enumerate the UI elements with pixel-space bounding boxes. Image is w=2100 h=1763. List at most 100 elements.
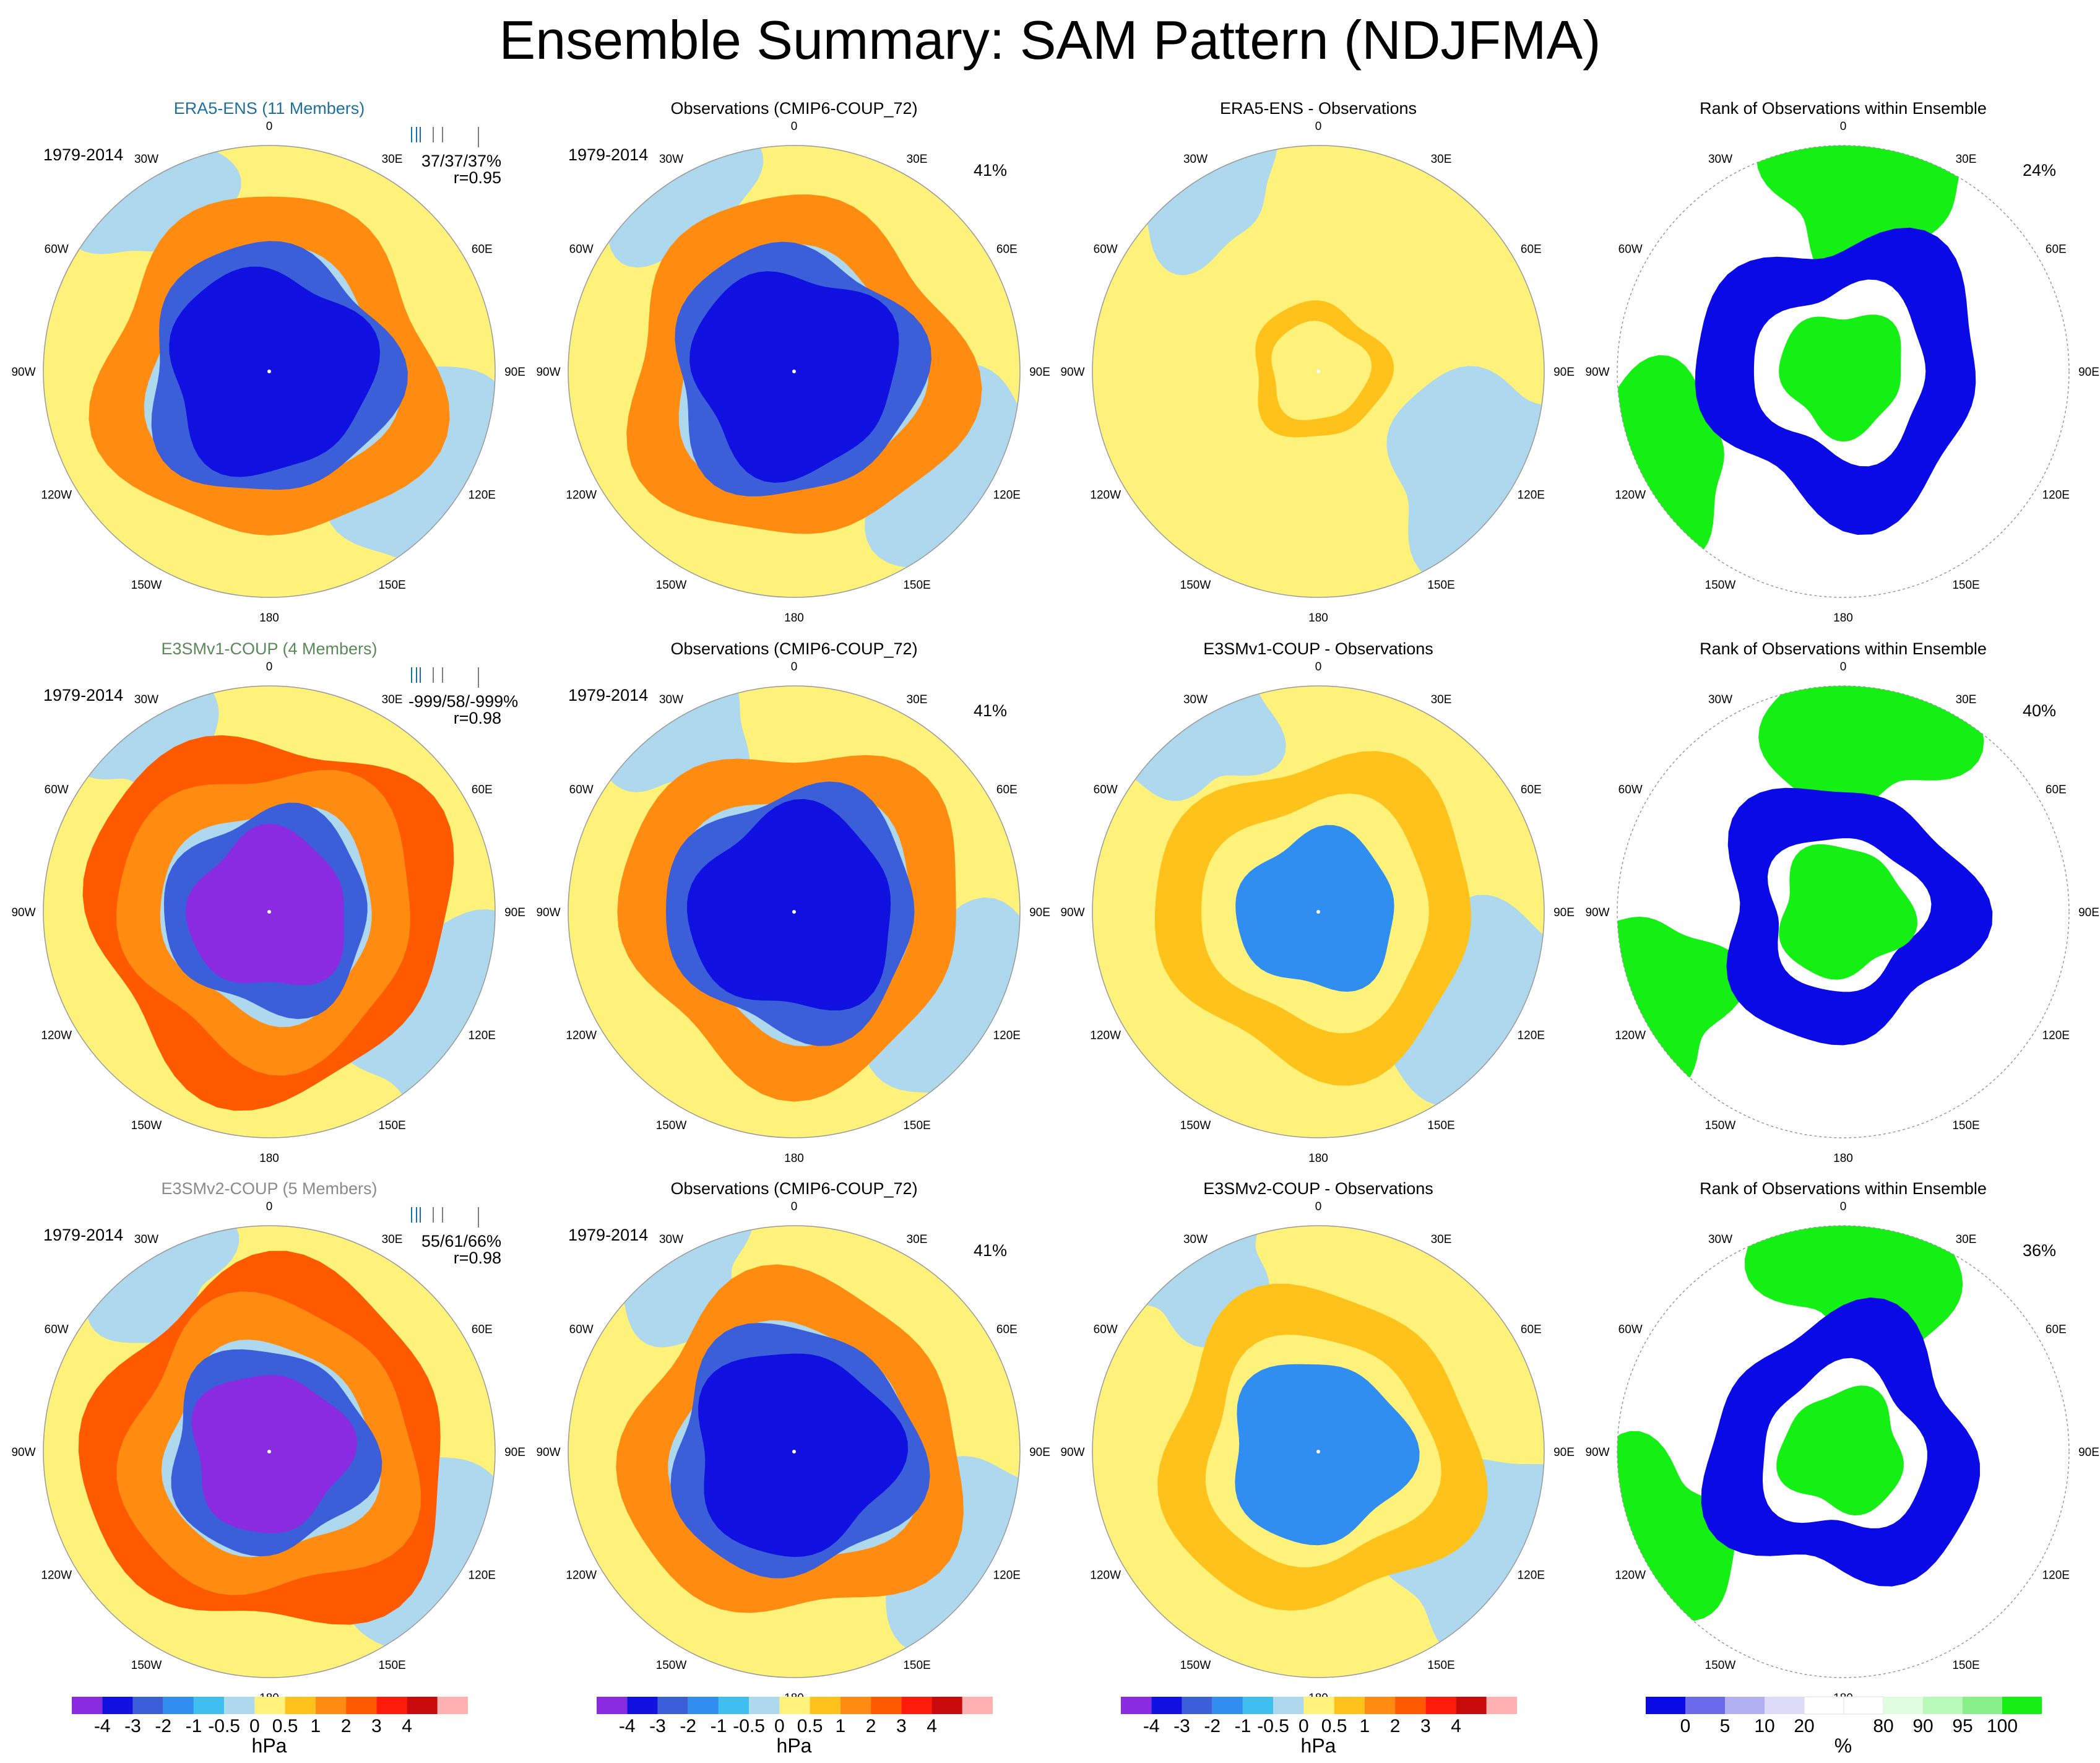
colorbar-tick-label: 1 [1359, 1716, 1370, 1736]
colorbar-swatch [193, 1697, 225, 1714]
longitude-label: 60W [1094, 1323, 1118, 1336]
colorbar-swatch [1182, 1697, 1212, 1714]
longitude-label: 90E [1553, 1446, 1575, 1459]
longitude-label: 150E [1952, 1119, 1979, 1132]
colorbar-swatch [376, 1697, 407, 1714]
pole-marker [792, 1450, 796, 1453]
longitude-label: 30E [1431, 1233, 1452, 1246]
longitude-label: 30E [907, 1233, 928, 1246]
percentage-label: 41% [974, 701, 1008, 720]
rank-field [1617, 686, 2069, 1138]
colorbar-swatch [285, 1697, 316, 1714]
longitude-label: 150W [131, 1119, 162, 1132]
correlation-label: r=0.95 [453, 168, 501, 187]
longitude-label: 30W [659, 693, 683, 706]
colorbar-tick-label: 0.5 [1321, 1716, 1347, 1736]
longitude-label: 0 [266, 1200, 273, 1213]
colorbar-swatch [688, 1697, 719, 1714]
rank-high-region [1745, 1226, 1963, 1361]
polar-map: 0 30E 60E 90E 120E 150E 180 150W 120W 90W 60W 30W [1585, 120, 2099, 625]
colorbar-tick-label: 80 [1873, 1716, 1894, 1736]
colorbar-tick-label: -0.5 [1257, 1716, 1289, 1736]
pole-marker [1316, 1450, 1320, 1453]
longitude-label: 180 [784, 612, 804, 625]
rank-colorbar [1646, 1696, 2042, 1715]
longitude-label: 150W [1705, 1659, 1736, 1672]
longitude-label: 60E [2046, 1323, 2067, 1336]
period-label: 1979-2014 [568, 145, 649, 164]
longitude-label: 90E [1029, 906, 1050, 919]
colorbar-swatch [1883, 1697, 1923, 1714]
colorbar-unit: hPa [776, 1735, 812, 1757]
panel-title: Observations (CMIP6-COUP_72) [670, 99, 918, 118]
longitude-label: 150W [656, 579, 687, 592]
longitude-label: 120W [41, 489, 72, 502]
longitude-label: 90W [1060, 366, 1084, 379]
longitude-label: 120E [993, 1029, 1021, 1042]
longitude-label: 150E [1427, 579, 1454, 592]
map-boundary [43, 685, 496, 1138]
panel-title: Rank of Observations within Ensemble [1700, 99, 1987, 118]
longitude-label: 0 [791, 661, 798, 674]
longitude-label: 90W [536, 366, 560, 379]
period-label: 1979-2014 [568, 686, 649, 704]
colorbar-swatch [1804, 1696, 1844, 1715]
colorbar-swatch [1151, 1697, 1182, 1714]
longitude-label: 90E [504, 366, 525, 379]
colorbar-tick-label: -3 [124, 1716, 141, 1736]
longitude-label: 120W [566, 1569, 597, 1582]
colorbar-swatch [1685, 1697, 1725, 1714]
longitude-label: 30W [1708, 693, 1732, 706]
longitude-label: 120W [1615, 489, 1646, 502]
panel-model: 0 30E 60E 90E 120E 150E 180 150W 120W 90W 60W 30W [3, 639, 535, 1172]
colorbar-swatch [749, 1697, 780, 1714]
colorbar-tick-label: -0.5 [208, 1716, 240, 1736]
longitude-label: 180 [1308, 1152, 1328, 1165]
colorbar-tick-label: -2 [1204, 1716, 1221, 1736]
longitude-label: 60E [2046, 784, 2067, 797]
longitude-label: 150E [903, 1659, 930, 1672]
period-label: 1979-2014 [43, 145, 124, 164]
longitude-label: 60E [996, 784, 1018, 797]
colorbar-tick-label: -1 [1234, 1716, 1251, 1736]
longitude-label: 30E [382, 693, 403, 706]
longitude-label: 30E [1956, 1233, 1977, 1246]
longitude-label: 150E [1952, 579, 1979, 592]
longitude-label: 30W [134, 1233, 158, 1246]
rank-high-region [1617, 1431, 1735, 1632]
longitude-label: 90E [1029, 1446, 1050, 1459]
longitude-label: 60E [1521, 784, 1542, 797]
colorbar-swatch [1425, 1697, 1456, 1714]
longitude-label: 30E [1956, 153, 1977, 166]
colorbar-swatch [657, 1697, 688, 1714]
colorbar-swatch [962, 1697, 993, 1714]
map-boundary [1092, 1225, 1545, 1678]
longitude-label: 180 [784, 1152, 804, 1165]
colorbar-unit: % [1834, 1735, 1852, 1757]
colorbar-swatch [1212, 1697, 1243, 1714]
longitude-label: 30W [1708, 1233, 1732, 1246]
colorbar-tick-label: 1 [310, 1716, 321, 1736]
polar-map: 0 30E 60E 90E 120E 150E 180 150W 120W 90W 60W 30W [1060, 120, 1574, 625]
longitude-label: 0 [266, 661, 273, 674]
colorbar-tick-label: -4 [1143, 1716, 1160, 1736]
longitude-label: 150W [1180, 1119, 1211, 1132]
colorbar-tick-label: -3 [649, 1716, 666, 1736]
longitude-label: 30W [1183, 153, 1208, 166]
longitude-label: 180 [1833, 1152, 1853, 1165]
panel-model: 0 30E 60E 90E 120E 150E 180 150W 120W 90W 60W 30W [3, 99, 535, 631]
colorbar-swatch [1843, 1696, 1884, 1715]
longitude-label: 90W [11, 1446, 35, 1459]
contour-level [1271, 321, 1372, 420]
longitude-label: 120W [41, 1569, 72, 1582]
pole-marker [792, 910, 796, 914]
longitude-label: 120E [2042, 1569, 2070, 1582]
panel-title: ERA5-ENS (11 Members) [173, 99, 365, 118]
longitude-label: 60E [472, 243, 493, 256]
percentage-label: 36% [2023, 1241, 2057, 1260]
colorbar-tick-label: 4 [927, 1716, 937, 1736]
colorbar-tick-label: -3 [1173, 1716, 1190, 1736]
map-boundary [568, 145, 1021, 598]
